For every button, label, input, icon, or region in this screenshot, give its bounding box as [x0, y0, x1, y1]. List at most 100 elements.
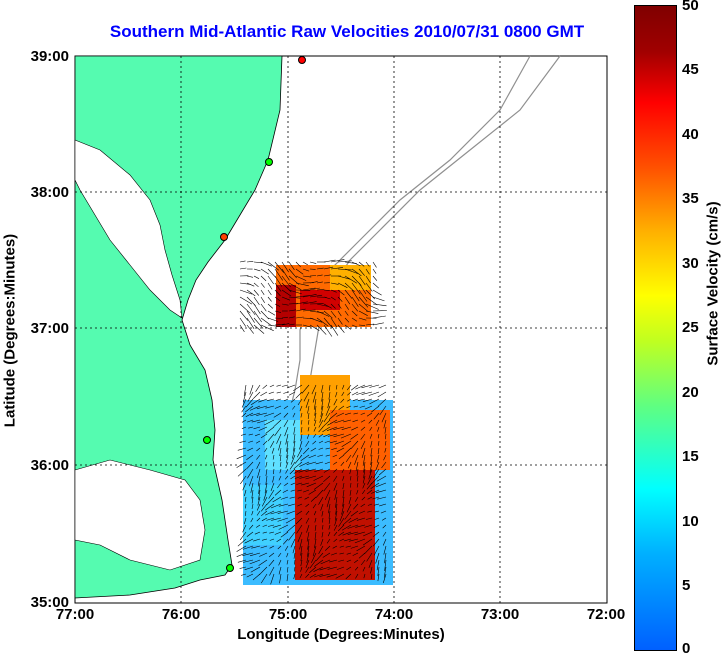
velocity-vector	[369, 398, 380, 405]
velocity-vector	[241, 412, 247, 418]
velocity-vector	[293, 552, 296, 559]
velocity-vector	[365, 268, 370, 275]
velocity-vector	[312, 391, 317, 403]
velocity-vector	[270, 503, 282, 509]
velocity-vector	[321, 510, 324, 517]
velocity-vector	[330, 282, 339, 285]
velocity-vector	[325, 447, 331, 450]
velocity-vector	[260, 324, 274, 331]
velocity-vector	[312, 503, 317, 509]
velocity-vector	[250, 482, 254, 493]
velocity-vector	[246, 282, 255, 287]
velocity-vector	[241, 573, 247, 576]
velocity-vector	[344, 282, 355, 293]
velocity-vector	[300, 412, 303, 418]
velocity-vector	[302, 447, 310, 455]
velocity-vector	[283, 419, 289, 427]
colorbar	[634, 5, 677, 651]
velocity-vector	[239, 310, 249, 321]
velocity-vector	[247, 468, 254, 479]
velocity-vector	[246, 303, 256, 316]
velocity-vector	[281, 296, 291, 301]
velocity-vector	[242, 391, 247, 403]
velocity-vector	[356, 489, 359, 495]
radar-stations	[203, 56, 306, 572]
velocity-vector	[322, 524, 324, 530]
velocity-vector	[294, 475, 303, 479]
velocity-vector	[337, 275, 351, 280]
velocity-vector	[288, 282, 302, 291]
velocity-vector	[274, 323, 286, 326]
velocity-vector	[375, 461, 380, 472]
velocity-vector	[356, 482, 359, 488]
velocity-vector	[321, 531, 324, 538]
velocity-vector	[326, 496, 331, 508]
velocity-vector	[295, 282, 309, 287]
velocity-vector	[330, 317, 338, 328]
velocity-vector	[269, 545, 275, 549]
velocity-vector	[301, 419, 303, 425]
velocity-vector	[382, 524, 387, 529]
velocity-vector	[278, 524, 289, 530]
velocity-vector	[339, 552, 345, 555]
velocity-vector	[253, 538, 261, 542]
velocity-vector	[246, 317, 255, 329]
velocity-vector	[301, 482, 310, 486]
velocity-vector	[277, 482, 282, 489]
velocity-vector	[296, 524, 303, 534]
velocity-vector	[295, 275, 307, 281]
velocity-vector	[351, 268, 362, 277]
velocity-vector	[323, 433, 331, 438]
velocity-vector	[352, 552, 359, 556]
velocity-vector	[344, 268, 359, 274]
velocity-vector	[273, 461, 275, 467]
velocity-vector	[375, 552, 380, 564]
velocity-vector	[242, 482, 247, 491]
velocity-vector	[258, 426, 268, 431]
velocity-vector	[323, 266, 334, 270]
velocity-vector	[295, 308, 306, 312]
velocity-vector	[265, 475, 268, 485]
velocity-vector	[302, 261, 308, 266]
velocity-vector	[365, 261, 370, 267]
colorbar-tick: 0	[682, 640, 691, 657]
velocity-vector	[279, 461, 282, 467]
velocity-vector	[272, 524, 282, 528]
velocity-vector	[358, 289, 368, 302]
velocity-vector	[364, 545, 373, 555]
velocity-vector	[316, 288, 325, 291]
velocity-vector	[286, 552, 289, 558]
velocity-vector	[313, 566, 324, 572]
velocity-vector	[300, 433, 303, 442]
velocity-vector	[330, 259, 345, 263]
velocity-vector	[273, 468, 275, 475]
velocity-vector	[351, 296, 359, 307]
velocity-vector	[333, 482, 338, 491]
velocity-vector	[283, 398, 289, 402]
velocity-vector	[260, 282, 265, 288]
velocity-vector	[356, 391, 366, 395]
velocity-vector	[245, 412, 254, 417]
velocity-vector	[285, 433, 289, 445]
velocity-vector	[337, 296, 343, 302]
velocity-vector	[267, 524, 275, 527]
velocity-vector	[330, 289, 337, 293]
velocity-vector	[346, 405, 352, 409]
velocity-vector	[360, 412, 366, 415]
velocity-vector	[377, 496, 387, 500]
velocity-vector	[276, 538, 282, 542]
velocity-vector	[365, 323, 375, 326]
velocity-vector	[250, 412, 261, 417]
velocity-vector	[344, 324, 351, 330]
velocity-vector	[279, 454, 282, 462]
velocity-vector	[240, 433, 247, 436]
velocity-vector	[369, 433, 373, 439]
velocity-vector	[314, 559, 324, 567]
velocity-vector	[277, 510, 289, 514]
velocity-vector	[257, 496, 261, 506]
velocity-vector	[284, 545, 289, 551]
velocity-vector	[253, 275, 260, 279]
velocity-vector	[309, 559, 317, 569]
velocity-vector	[351, 317, 358, 322]
velocity-vector	[345, 412, 352, 415]
